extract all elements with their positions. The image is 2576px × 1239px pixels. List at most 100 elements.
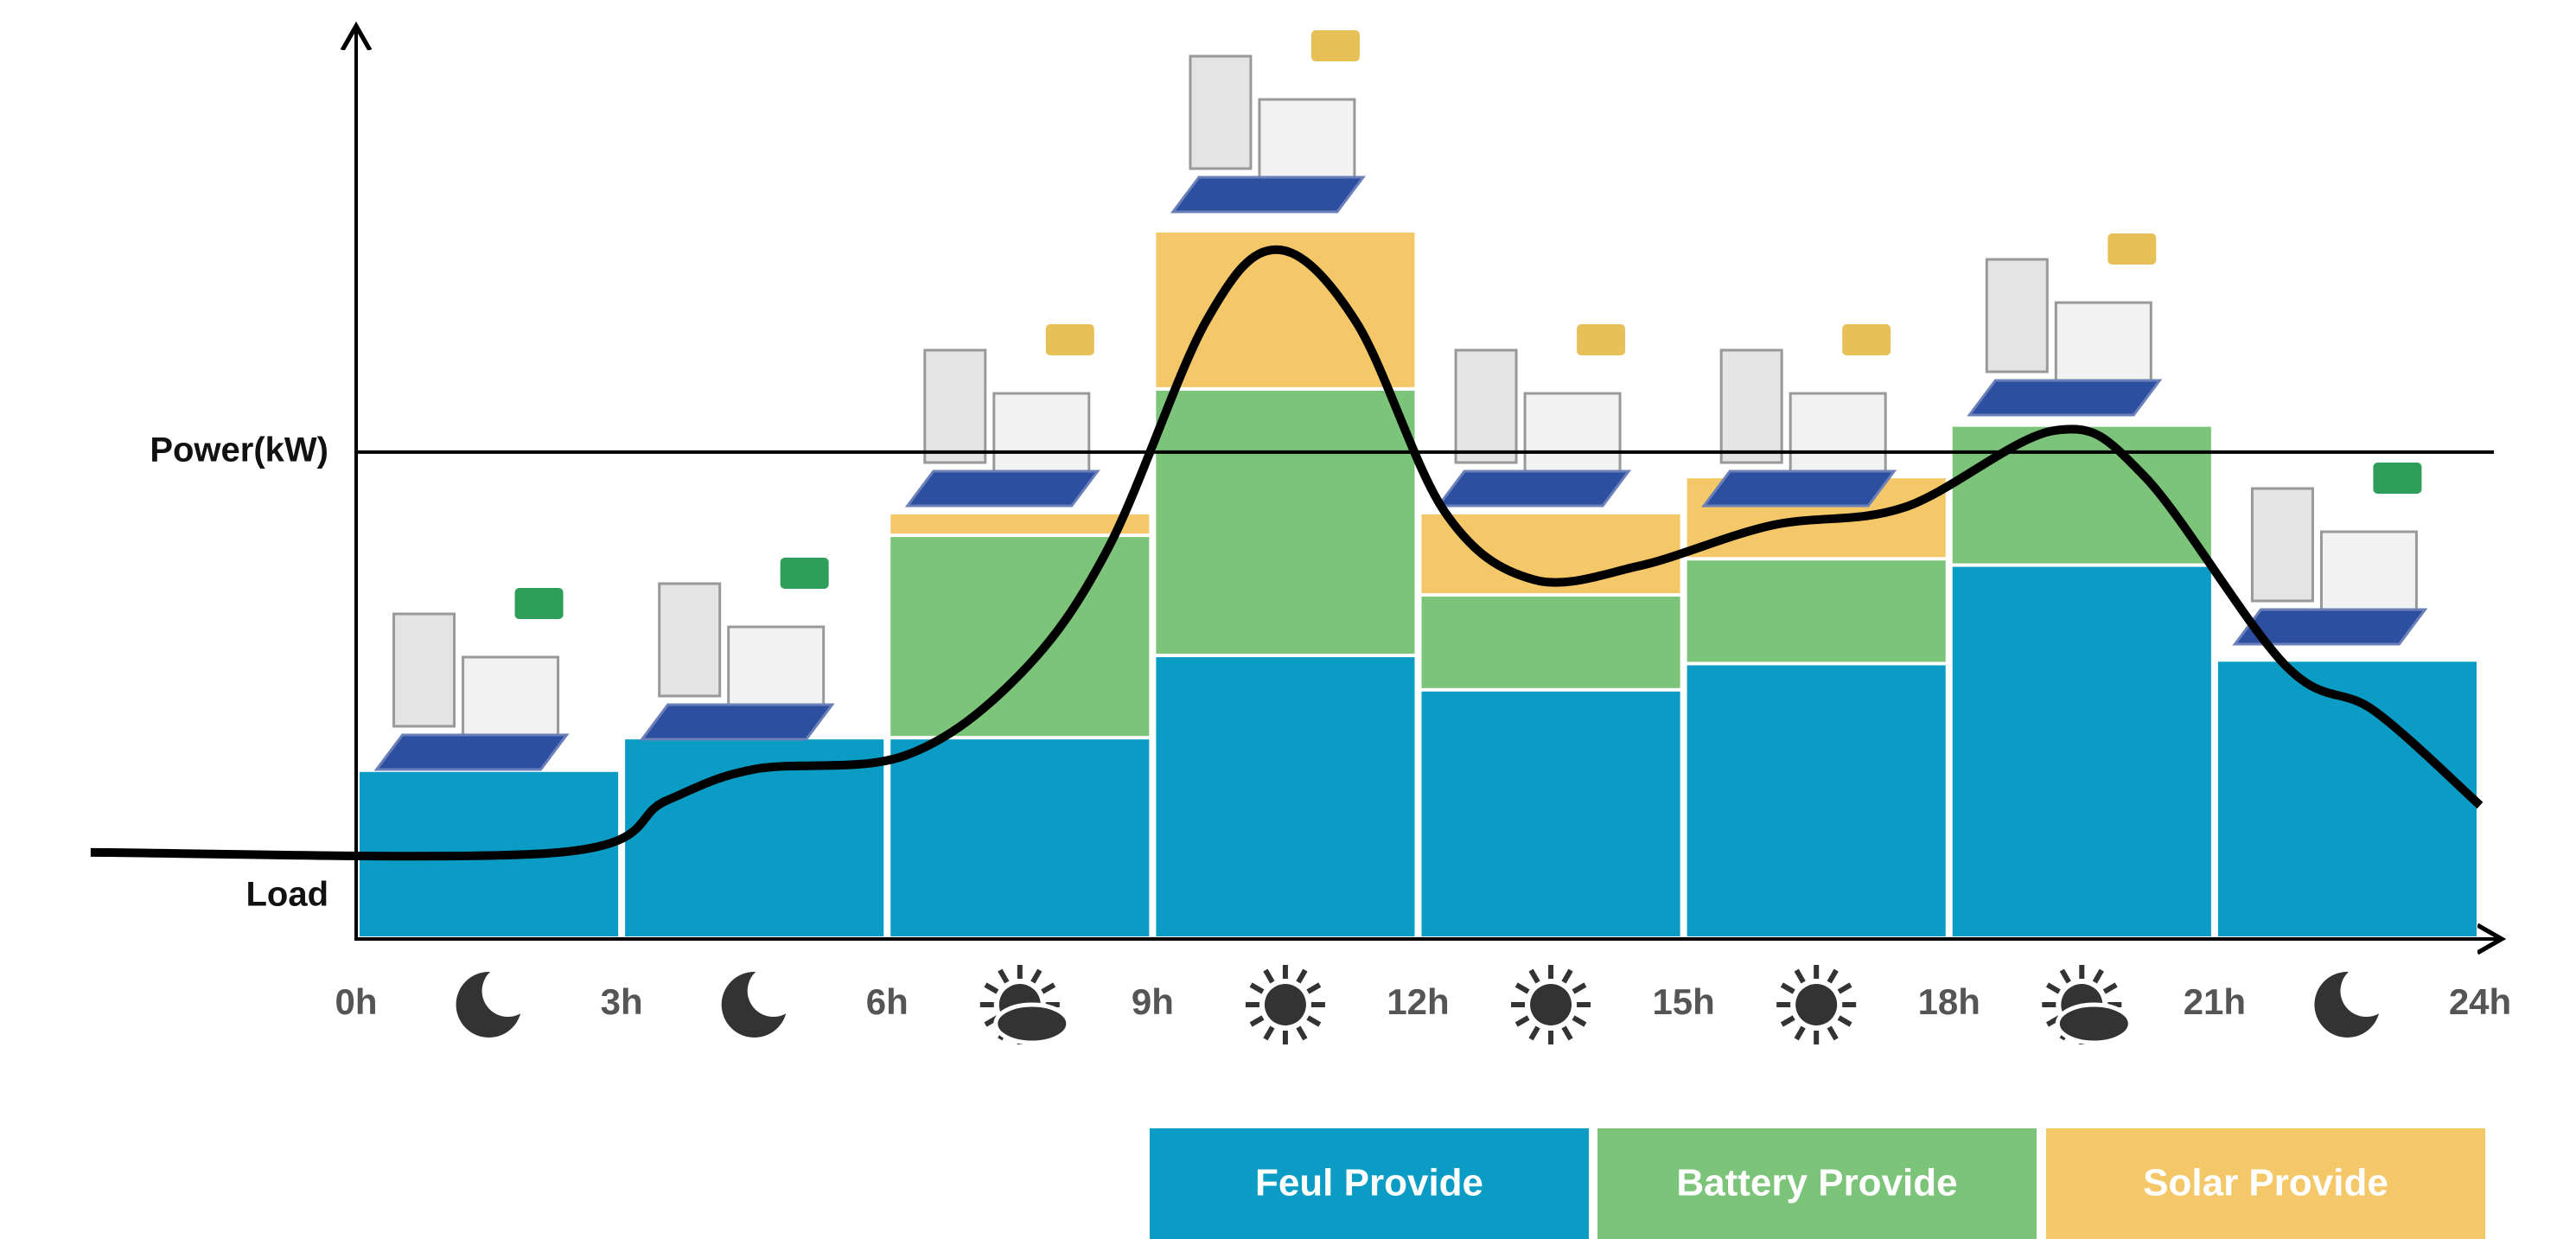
weather-icon xyxy=(1528,968,1540,984)
equipment-icon xyxy=(1189,54,1253,170)
bar-segment xyxy=(890,514,1150,534)
weather-icon xyxy=(1296,968,1308,984)
bar-segment xyxy=(2217,661,2477,936)
legend-label: Battery Provide xyxy=(1676,1162,1957,1204)
weather-icon xyxy=(1306,982,1322,994)
equipment-icon xyxy=(1436,469,1632,508)
weather-icon xyxy=(2045,982,2061,994)
equipment-icon xyxy=(1454,348,1518,464)
x-tick-label: 24h xyxy=(2449,981,2511,1022)
equipment-icon xyxy=(2319,530,2418,611)
bar-segment xyxy=(1952,566,2211,936)
equipment-icon xyxy=(1719,348,1783,464)
weather-icon xyxy=(1561,1025,1573,1041)
bar-segment xyxy=(1156,657,1415,936)
weather-icon xyxy=(1249,1015,1265,1027)
weather-icon xyxy=(993,1002,1071,1045)
bar-segment xyxy=(1421,691,1680,936)
weather-icon xyxy=(481,965,534,1017)
equipment-icon xyxy=(1170,176,1366,214)
battery-icon xyxy=(2107,233,2157,265)
bar-segment xyxy=(1687,665,1946,936)
weather-icon xyxy=(1306,1015,1322,1027)
weather-icon xyxy=(1528,1025,1540,1041)
equipment-icon xyxy=(392,612,456,728)
x-tick-label: 6h xyxy=(866,981,909,1022)
battery-icon xyxy=(514,588,564,619)
battery-icon xyxy=(1045,324,1094,355)
weather-icon xyxy=(2092,968,2104,984)
x-tick-label: 15h xyxy=(1652,981,1714,1022)
equipment-icon xyxy=(727,625,826,706)
battery-icon xyxy=(1842,324,1891,355)
equipment-icon xyxy=(923,348,987,464)
battery-icon xyxy=(2373,463,2422,494)
weather-icon xyxy=(2059,968,2071,984)
weather-icon xyxy=(1827,1025,1839,1041)
weather-icon xyxy=(1530,984,1572,1025)
equipment-icon xyxy=(904,469,1100,508)
weather-icon xyxy=(1264,984,1306,1025)
weather-icon xyxy=(1794,968,1806,984)
equipment-icon xyxy=(1789,392,1887,473)
equipment-icon xyxy=(1523,392,1622,473)
equipment-icon xyxy=(1258,98,1356,179)
bar-segment xyxy=(890,739,1150,936)
equipment-icon xyxy=(1967,379,2163,417)
load-line xyxy=(90,245,2484,861)
bar-segment xyxy=(1156,390,1415,655)
weather-icon xyxy=(1572,982,1587,994)
weather-icon xyxy=(1780,982,1795,994)
bar-segment xyxy=(1156,232,1415,387)
weather-icon xyxy=(2055,1002,2133,1045)
legend-swatch xyxy=(1150,1128,1589,1239)
load-label: Load xyxy=(245,876,328,914)
legend-label: Feul Provide xyxy=(1255,1162,1483,1204)
weather-icon xyxy=(1249,982,1265,994)
x-tick-label: 18h xyxy=(1918,981,1980,1022)
weather-icon xyxy=(1263,968,1275,984)
weather-icon xyxy=(1263,1025,1275,1041)
bar-segment xyxy=(1952,426,2211,564)
x-tick-label: 12h xyxy=(1387,981,1449,1022)
equipment-icon xyxy=(658,582,722,698)
weather-icon xyxy=(747,965,800,1017)
weather-icon xyxy=(1780,1015,1795,1027)
weather-icon xyxy=(998,968,1010,984)
weather-icon xyxy=(1795,984,1838,1025)
x-tick-label: 9h xyxy=(1132,981,1174,1022)
equipment-icon xyxy=(1701,469,1897,508)
weather-icon xyxy=(1030,968,1043,984)
bar-segment xyxy=(1421,597,1680,688)
battery-icon xyxy=(780,558,829,589)
equipment-icon xyxy=(1985,258,2049,374)
weather-icon xyxy=(1794,1025,1806,1041)
weather-icon xyxy=(1561,968,1573,984)
equipment-icon xyxy=(2232,608,2428,646)
equipment-icon xyxy=(462,655,560,737)
bar-segment xyxy=(890,537,1150,737)
equipment-icon xyxy=(2250,487,2314,603)
battery-icon xyxy=(1310,30,1360,61)
equipment-icon xyxy=(373,733,570,771)
equipment-icon xyxy=(992,392,1091,473)
equipment-icon xyxy=(639,703,835,741)
weather-icon xyxy=(1514,1015,1530,1027)
weather-icon xyxy=(1837,1015,1852,1027)
weather-icon xyxy=(984,982,999,994)
weather-icon xyxy=(1837,982,1852,994)
equipment-icon xyxy=(2054,301,2152,382)
bar-segment xyxy=(1687,560,1946,662)
weather-icon xyxy=(1514,982,1530,994)
legend-swatch xyxy=(1597,1128,2037,1239)
weather-icon xyxy=(1827,968,1839,984)
x-tick-label: 3h xyxy=(601,981,643,1022)
weather-icon xyxy=(1041,982,1056,994)
x-tick-label: 21h xyxy=(2184,981,2246,1022)
reference-label: Power(kW) xyxy=(150,431,328,469)
legend-swatch xyxy=(2046,1128,2485,1239)
weather-icon xyxy=(2102,982,2118,994)
weather-icon xyxy=(1296,1025,1308,1041)
